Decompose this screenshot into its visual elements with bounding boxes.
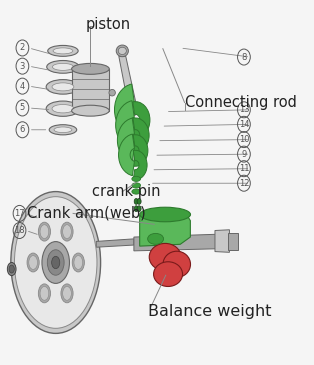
Text: 5: 5 <box>20 103 25 112</box>
Ellipse shape <box>7 262 16 276</box>
Ellipse shape <box>124 103 138 117</box>
Polygon shape <box>140 214 190 246</box>
Ellipse shape <box>72 105 109 116</box>
Polygon shape <box>96 239 134 247</box>
Ellipse shape <box>116 45 128 57</box>
Ellipse shape <box>137 206 141 212</box>
Ellipse shape <box>132 189 141 194</box>
Ellipse shape <box>148 233 164 244</box>
Text: 2: 2 <box>20 43 25 53</box>
Ellipse shape <box>109 89 115 96</box>
Wedge shape <box>133 101 150 138</box>
Wedge shape <box>133 135 148 166</box>
Ellipse shape <box>53 48 73 54</box>
Text: 18: 18 <box>14 226 25 235</box>
Ellipse shape <box>47 250 64 275</box>
Wedge shape <box>133 150 147 180</box>
Ellipse shape <box>61 222 73 241</box>
Text: 8: 8 <box>241 53 246 62</box>
Ellipse shape <box>27 253 39 272</box>
Polygon shape <box>134 234 221 251</box>
Ellipse shape <box>49 125 77 135</box>
Text: 4: 4 <box>20 82 25 91</box>
Ellipse shape <box>61 284 73 303</box>
Ellipse shape <box>63 225 71 239</box>
Ellipse shape <box>140 207 191 222</box>
Ellipse shape <box>52 104 74 113</box>
Text: 3: 3 <box>20 62 25 71</box>
Ellipse shape <box>72 64 109 74</box>
Ellipse shape <box>47 61 79 73</box>
Ellipse shape <box>132 176 141 181</box>
Polygon shape <box>228 233 238 250</box>
Ellipse shape <box>46 101 80 116</box>
Ellipse shape <box>29 255 37 269</box>
Ellipse shape <box>149 243 181 271</box>
Polygon shape <box>72 69 109 111</box>
Ellipse shape <box>42 242 69 283</box>
Ellipse shape <box>54 127 72 132</box>
Ellipse shape <box>74 255 83 269</box>
Text: 10: 10 <box>239 135 249 144</box>
Wedge shape <box>117 118 134 162</box>
Ellipse shape <box>137 199 141 204</box>
Ellipse shape <box>63 287 71 300</box>
Ellipse shape <box>52 83 74 91</box>
Polygon shape <box>215 230 230 252</box>
Ellipse shape <box>134 199 138 204</box>
Text: 14: 14 <box>239 120 249 129</box>
Wedge shape <box>115 84 134 135</box>
Text: 9: 9 <box>241 150 246 159</box>
Ellipse shape <box>48 45 78 56</box>
Text: Connecting rod: Connecting rod <box>185 95 296 110</box>
Ellipse shape <box>38 222 51 241</box>
Ellipse shape <box>132 183 141 188</box>
Wedge shape <box>133 118 149 153</box>
Ellipse shape <box>72 253 84 272</box>
Ellipse shape <box>9 265 14 273</box>
Ellipse shape <box>46 80 80 94</box>
Text: Crank arm(web): Crank arm(web) <box>27 206 145 221</box>
Ellipse shape <box>14 197 97 328</box>
Ellipse shape <box>52 64 73 70</box>
Text: 13: 13 <box>239 105 249 114</box>
Text: 17: 17 <box>14 209 25 218</box>
Ellipse shape <box>40 225 49 239</box>
Ellipse shape <box>40 287 49 300</box>
Text: 6: 6 <box>20 125 25 134</box>
Ellipse shape <box>134 206 138 212</box>
Ellipse shape <box>38 284 51 303</box>
Text: 12: 12 <box>239 179 249 188</box>
Text: 11: 11 <box>239 164 249 173</box>
Text: piston: piston <box>86 17 131 32</box>
Ellipse shape <box>11 192 100 333</box>
Wedge shape <box>116 101 134 149</box>
Ellipse shape <box>163 251 191 277</box>
Wedge shape <box>119 134 134 176</box>
Ellipse shape <box>52 256 60 269</box>
Polygon shape <box>119 56 136 104</box>
Ellipse shape <box>118 47 126 54</box>
Text: Balance weight: Balance weight <box>149 304 272 319</box>
Ellipse shape <box>154 262 182 287</box>
Text: crank pin: crank pin <box>92 184 160 199</box>
